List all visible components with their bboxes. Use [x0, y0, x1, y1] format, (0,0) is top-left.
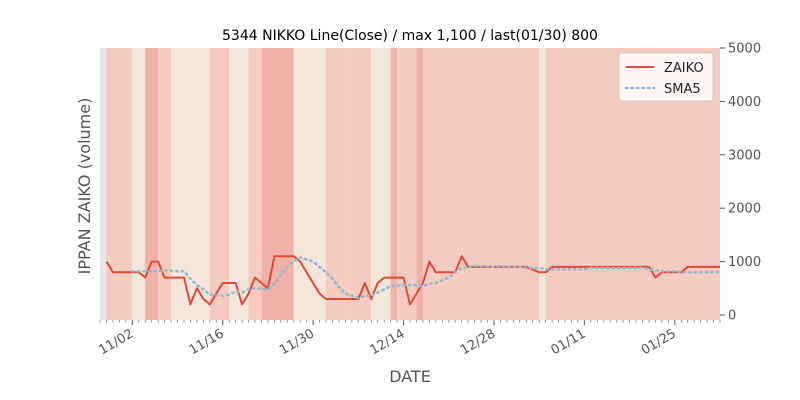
background-band-18: [422, 48, 540, 320]
background-band-4: [158, 48, 171, 320]
background-band-9: [248, 48, 262, 320]
background-band-10: [261, 48, 294, 320]
y-tick-label-0: 0: [728, 309, 736, 324]
background-band-14: [371, 48, 391, 320]
background-band-5: [171, 48, 191, 320]
background-band-2: [132, 48, 146, 320]
legend-label-sma5: SMA5: [664, 82, 701, 97]
y-tick-label-2: 2000: [728, 202, 761, 217]
x-axis-label: DATE: [389, 367, 431, 386]
background-band-6: [190, 48, 210, 320]
background-band-16: [397, 48, 417, 320]
legend-label-zaiko: ZAIKO: [664, 61, 704, 76]
background-band-15: [390, 48, 398, 320]
y-tick-label-3: 3000: [728, 148, 761, 163]
background-band-0: [100, 48, 107, 320]
y-tick-label-4: 4000: [728, 95, 761, 110]
x-tick-label-5: 01/11: [548, 326, 588, 358]
x-tick-label-4: 12/28: [458, 326, 498, 358]
background-band-17: [416, 48, 423, 320]
y-axis-ticks: 0 1000 2000 3000 4000 5000: [720, 42, 761, 324]
background-band-8: [229, 48, 249, 320]
y-tick-label-5: 5000: [728, 42, 761, 57]
background-band-1: [106, 48, 133, 320]
background-band-3: [145, 48, 159, 320]
series-lines: [105, 255, 722, 306]
background-band-11: [293, 48, 327, 320]
x-tick-label-6: 01/25: [639, 326, 679, 358]
series-line-sma5: [131, 256, 722, 300]
x-tick-label-0: 11/02: [96, 326, 136, 358]
legend: ZAIKO SMA5: [618, 52, 714, 102]
x-axis-ticks: 11/02 11/16 11/30 12/14 12/28 01/11 01/25: [96, 320, 721, 358]
background-band-19: [539, 48, 546, 320]
x-tick-label-1: 11/16: [187, 326, 227, 358]
background-band-12: [326, 48, 346, 320]
background-bands: [100, 48, 720, 320]
background-band-13: [345, 48, 372, 320]
y-axis-label: IPPAN ZAIKO (volume): [75, 98, 94, 275]
background-band-7: [209, 48, 230, 320]
y-tick-label-1: 1000: [728, 255, 761, 270]
x-tick-label-2: 11/30: [277, 326, 317, 358]
x-tick-label-3: 12/14: [368, 326, 408, 358]
chart-title: 5344 NIKKO Line(Close) / max 1,100 / las…: [222, 28, 598, 44]
